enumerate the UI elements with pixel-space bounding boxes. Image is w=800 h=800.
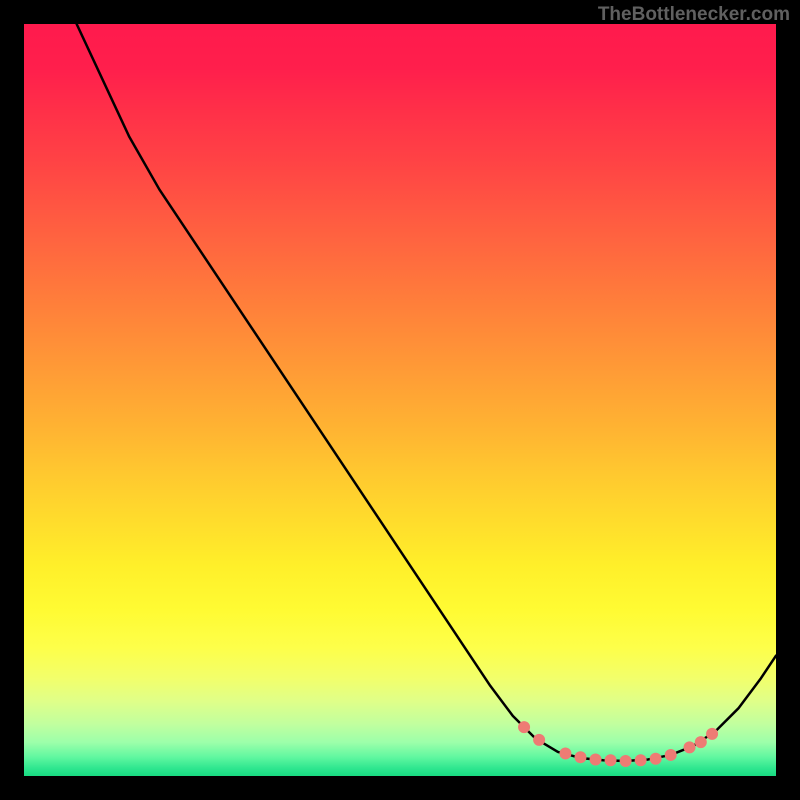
watermark-text: TheBottlenecker.com [598,4,790,26]
marker-point [559,747,571,759]
marker-point [684,741,696,753]
marker-point [605,754,617,766]
marker-point [665,749,677,761]
marker-point [706,728,718,740]
marker-point [574,751,586,763]
marker-point [518,721,530,733]
marker-point [590,753,602,765]
bottleneck-curve-chart [0,0,800,800]
marker-point [635,754,647,766]
marker-point [695,736,707,748]
marker-point [533,734,545,746]
marker-point [650,753,662,765]
marker-point [620,755,632,767]
chart-container: TheBottlenecker.com [0,0,800,800]
